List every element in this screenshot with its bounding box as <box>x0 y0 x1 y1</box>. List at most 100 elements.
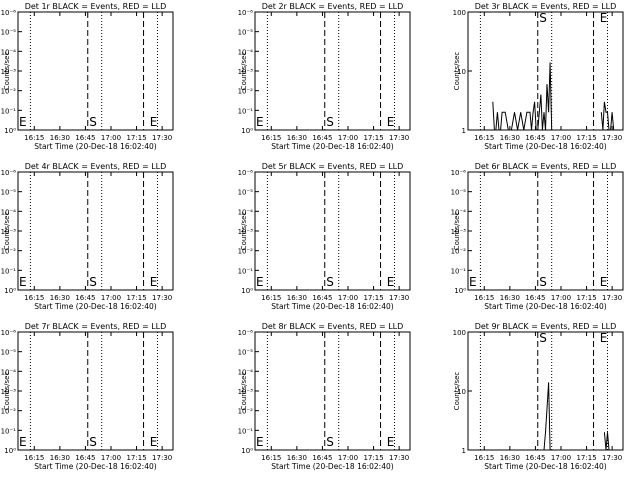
y-tick-label: 10 <box>457 68 466 76</box>
y-tick-label: 10⁰ <box>241 447 253 455</box>
y-tick-label: 10⁻² <box>451 248 467 256</box>
edge-marker: E <box>469 275 477 289</box>
x-tick-label: 16:15 <box>24 294 44 302</box>
x-tick-label: 16:15 <box>261 134 281 142</box>
y-tick-label: 10⁻¹ <box>1 107 17 115</box>
x-tick-label: 16:45 <box>75 454 95 462</box>
y-tick-label: 10⁻⁶ <box>238 329 254 337</box>
x-tick-label: 17:00 <box>101 134 121 142</box>
end-marker: E <box>387 115 395 129</box>
x-tick-label: 17:15 <box>363 294 383 302</box>
y-axis-label: Counts/sec <box>240 212 248 251</box>
y-axis-label: Counts/sec <box>453 372 461 411</box>
panel-title: Det 3r BLACK = Events, RED = LLD <box>475 2 617 11</box>
panel-title: Det 2r BLACK = Events, RED = LLD <box>262 2 404 11</box>
x-tick-label: 17:15 <box>576 454 596 462</box>
y-tick-label: 10⁻⁶ <box>238 169 254 177</box>
start-marker: S <box>539 275 547 289</box>
y-tick-label: 10⁻⁵ <box>451 189 467 197</box>
x-tick-label: 17:00 <box>551 294 571 302</box>
x-tick-label: 17:15 <box>363 454 383 462</box>
y-tick-label: 10⁻¹ <box>451 267 467 275</box>
y-tick-label: 10⁰ <box>4 447 16 455</box>
start-marker: S <box>89 115 97 129</box>
y-tick-label: 10⁻⁵ <box>1 189 17 197</box>
y-tick-label: 10⁻² <box>1 248 17 256</box>
panel-2: Det 2r BLACK = Events, RED = LLD S E E 16:15… <box>238 2 411 151</box>
x-tick-label: 16:30 <box>500 134 520 142</box>
y-tick-label: 10⁻¹ <box>238 267 254 275</box>
x-tick-label: 17:30 <box>602 454 622 462</box>
plot-frame <box>254 331 411 451</box>
y-tick-label: 10⁻⁵ <box>238 189 254 197</box>
y-tick-label: 10⁻⁵ <box>1 349 17 357</box>
x-tick-label: 16:45 <box>525 454 545 462</box>
y-tick-label: 10⁻¹ <box>238 427 254 435</box>
x-tick-label: 17:00 <box>338 454 358 462</box>
x-tick-label: 16:30 <box>50 294 70 302</box>
plot-frame <box>17 11 174 131</box>
x-tick-label: 17:15 <box>363 134 383 142</box>
x-tick-label: 16:15 <box>24 134 44 142</box>
y-tick-label: 10⁻³ <box>451 228 467 236</box>
start-marker: S <box>326 435 334 449</box>
y-tick-label: 1 <box>462 127 466 135</box>
y-tick-label: 10⁻⁴ <box>238 368 254 376</box>
x-tick-label: 16:45 <box>525 134 545 142</box>
edge-marker: E <box>19 435 27 449</box>
x-tick-label: 17:15 <box>126 294 146 302</box>
x-tick-label: 17:30 <box>389 454 409 462</box>
edge-marker: E <box>19 275 27 289</box>
end-marker: E <box>600 275 608 289</box>
x-tick-label: 17:15 <box>126 454 146 462</box>
y-tick-label: 100 <box>453 329 466 337</box>
panel-7: Det 7r BLACK = Events, RED = LLD S E E 16:15… <box>1 322 174 471</box>
panel-4: Det 4r BLACK = Events, RED = LLD S E E 16:15… <box>1 162 174 311</box>
x-tick-label: 16:30 <box>287 294 307 302</box>
start-marker: S <box>326 275 334 289</box>
y-tick-label: 10⁻¹ <box>238 107 254 115</box>
events-series-2 <box>600 101 616 131</box>
x-axis-label: Start Time (20-Dec-18 16:02:40) <box>484 142 606 151</box>
y-tick-label: 10⁻⁶ <box>1 329 17 337</box>
y-tick-label: 10⁻⁵ <box>238 349 254 357</box>
x-tick-label: 16:30 <box>500 454 520 462</box>
plot-frame <box>467 11 624 131</box>
panel-title: Det 8r BLACK = Events, RED = LLD <box>262 322 404 331</box>
y-tick-label: 10⁻³ <box>1 68 17 76</box>
x-tick-label: 16:30 <box>287 454 307 462</box>
x-tick-label: 17:15 <box>126 134 146 142</box>
x-tick-label: 16:15 <box>24 454 44 462</box>
end-marker: E <box>150 115 158 129</box>
start-marker: S <box>539 331 547 345</box>
end-marker: E <box>150 435 158 449</box>
x-tick-label: 17:30 <box>602 294 622 302</box>
x-tick-label: 16:45 <box>525 294 545 302</box>
events-series-1 <box>543 382 551 451</box>
y-axis-label: Counts/sec <box>453 212 461 251</box>
y-tick-label: 10 <box>457 388 466 396</box>
x-tick-label: 16:15 <box>261 454 281 462</box>
y-tick-label: 10⁻⁴ <box>1 368 17 376</box>
y-tick-label: 10⁻⁶ <box>451 169 467 177</box>
x-tick-label: 16:15 <box>261 294 281 302</box>
x-axis-label: Start Time (20-Dec-18 16:02:40) <box>484 302 606 311</box>
y-tick-label: 10⁻² <box>238 88 254 96</box>
y-tick-label: 10⁰ <box>241 127 253 135</box>
edge-marker: E <box>256 435 264 449</box>
y-tick-label: 10⁻⁴ <box>451 208 467 216</box>
x-tick-label: 17:30 <box>152 454 172 462</box>
end-marker: E <box>600 331 608 345</box>
x-tick-label: 16:15 <box>474 294 494 302</box>
y-axis-label: Counts/sec <box>240 52 248 91</box>
panel-title: Det 1r BLACK = Events, RED = LLD <box>25 2 167 11</box>
x-tick-label: 16:30 <box>50 454 70 462</box>
x-tick-label: 17:30 <box>602 134 622 142</box>
y-axis-label: Counts/sec <box>3 52 11 91</box>
x-tick-label: 17:30 <box>152 294 172 302</box>
y-tick-label: 10⁻³ <box>238 388 254 396</box>
y-tick-label: 10⁻³ <box>1 228 17 236</box>
y-tick-label: 10⁻² <box>238 408 254 416</box>
y-tick-label: 10⁻⁶ <box>238 9 254 17</box>
